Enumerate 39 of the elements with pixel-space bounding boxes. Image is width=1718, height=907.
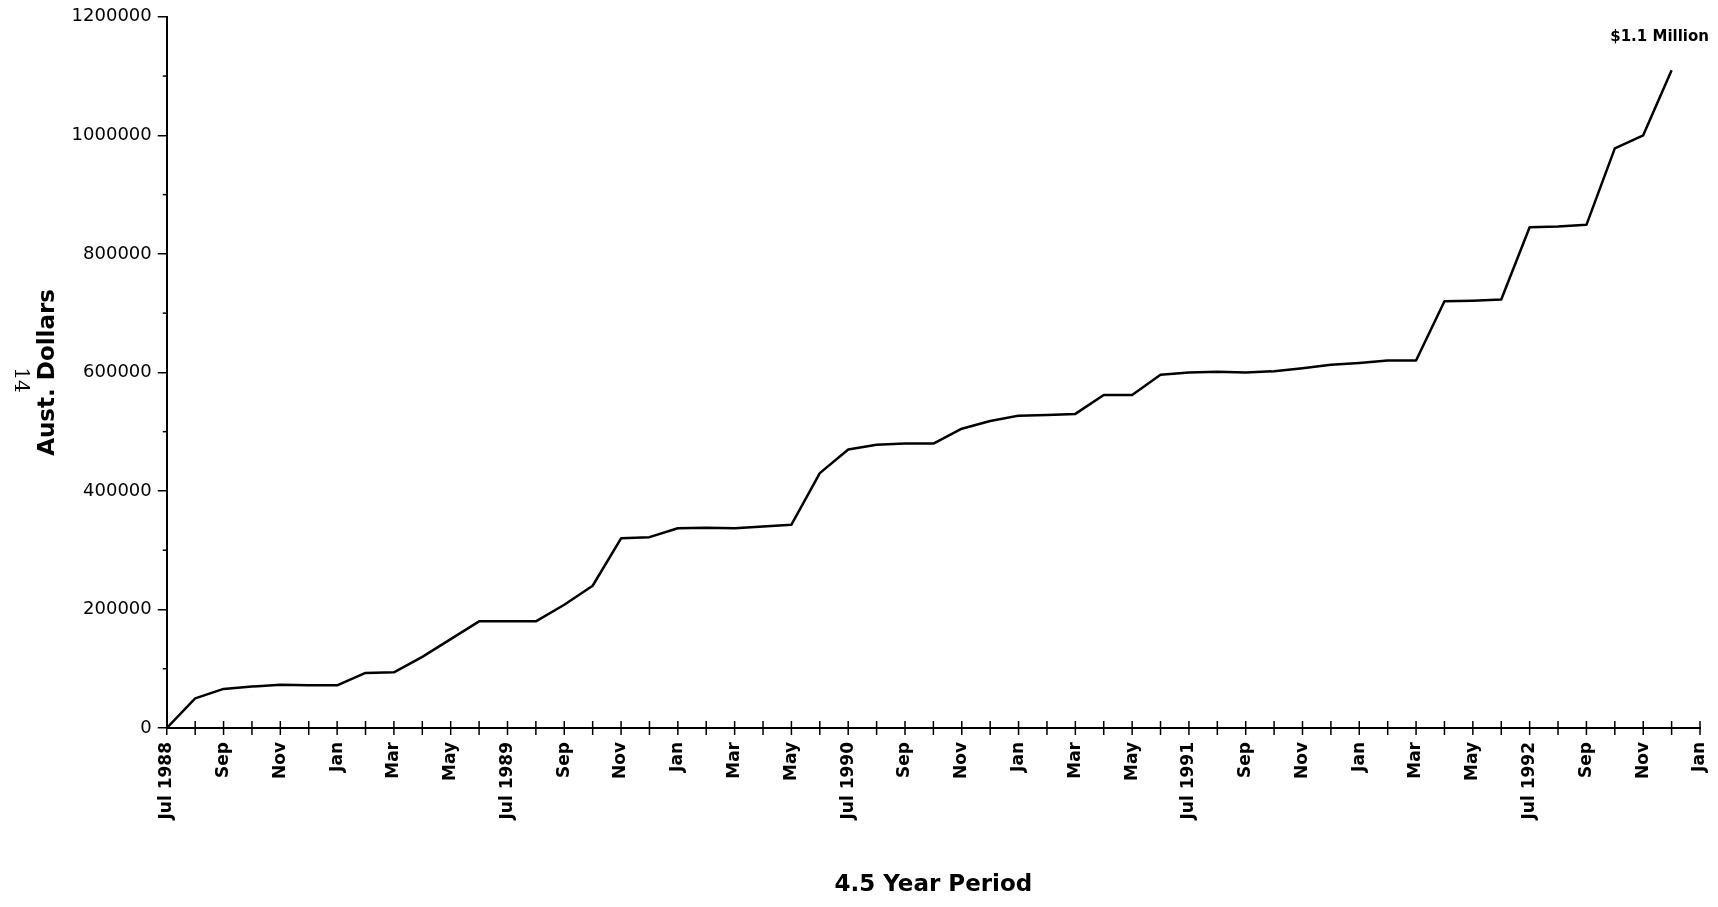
x-tick-label: Nov: [1631, 742, 1652, 779]
x-tick-label: Sep: [1574, 742, 1595, 778]
y-tick-label: 200000: [83, 597, 152, 619]
x-tick-label: Sep: [552, 742, 573, 778]
y-axis-title: Aust. Dollars: [32, 288, 59, 456]
x-tick-label: Jul 1991: [1177, 742, 1198, 821]
x-tick-label: Nov: [950, 742, 971, 779]
x-tick-label: Mar: [1404, 741, 1425, 779]
x-tick-label: Nov: [1290, 742, 1311, 779]
y-tick-label: 400000: [83, 478, 152, 500]
y-tick-label: 1000000: [71, 123, 152, 145]
x-tick-label: Jul 1989: [495, 742, 516, 821]
x-tick-label: Mar: [723, 741, 744, 779]
x-tick-label: Sep: [893, 742, 914, 778]
x-tick-label: Mar: [1063, 741, 1084, 779]
x-tick-label: Jan: [1006, 742, 1027, 773]
x-tick-label: May: [1120, 742, 1141, 781]
text: 14: [9, 367, 34, 393]
y-tick-label: 1200000: [71, 4, 152, 26]
x-tick-label: Nov: [268, 742, 289, 779]
x-tick-label: Nov: [609, 742, 630, 779]
x-tick-label: Jan: [1347, 742, 1368, 773]
x-tick-label: Sep: [1234, 742, 1255, 778]
y-tick-label: 800000: [83, 241, 152, 263]
x-tick-label: Mar: [382, 741, 403, 779]
x-tick-label: Jan: [666, 742, 687, 773]
annotation: $1.1 Million: [1610, 26, 1709, 45]
x-tick-label: Jan: [325, 742, 346, 773]
x-tick-label: Jul 1990: [836, 741, 857, 821]
x-tick-label: May: [439, 742, 460, 781]
x-tick-label: Jul 1988: [155, 742, 176, 821]
x-tick-label: May: [779, 742, 800, 781]
y-tick-label: 0: [140, 715, 152, 737]
x-axis-title: 4.5 Year Period: [834, 870, 1033, 897]
x-tick-label: Jan: [1688, 742, 1709, 773]
x-tick-label: Jul 1992: [1518, 742, 1539, 821]
x-tick-label: May: [1461, 742, 1482, 781]
y-tick-label: 600000: [83, 360, 152, 382]
x-tick-label: Sep: [211, 742, 232, 778]
